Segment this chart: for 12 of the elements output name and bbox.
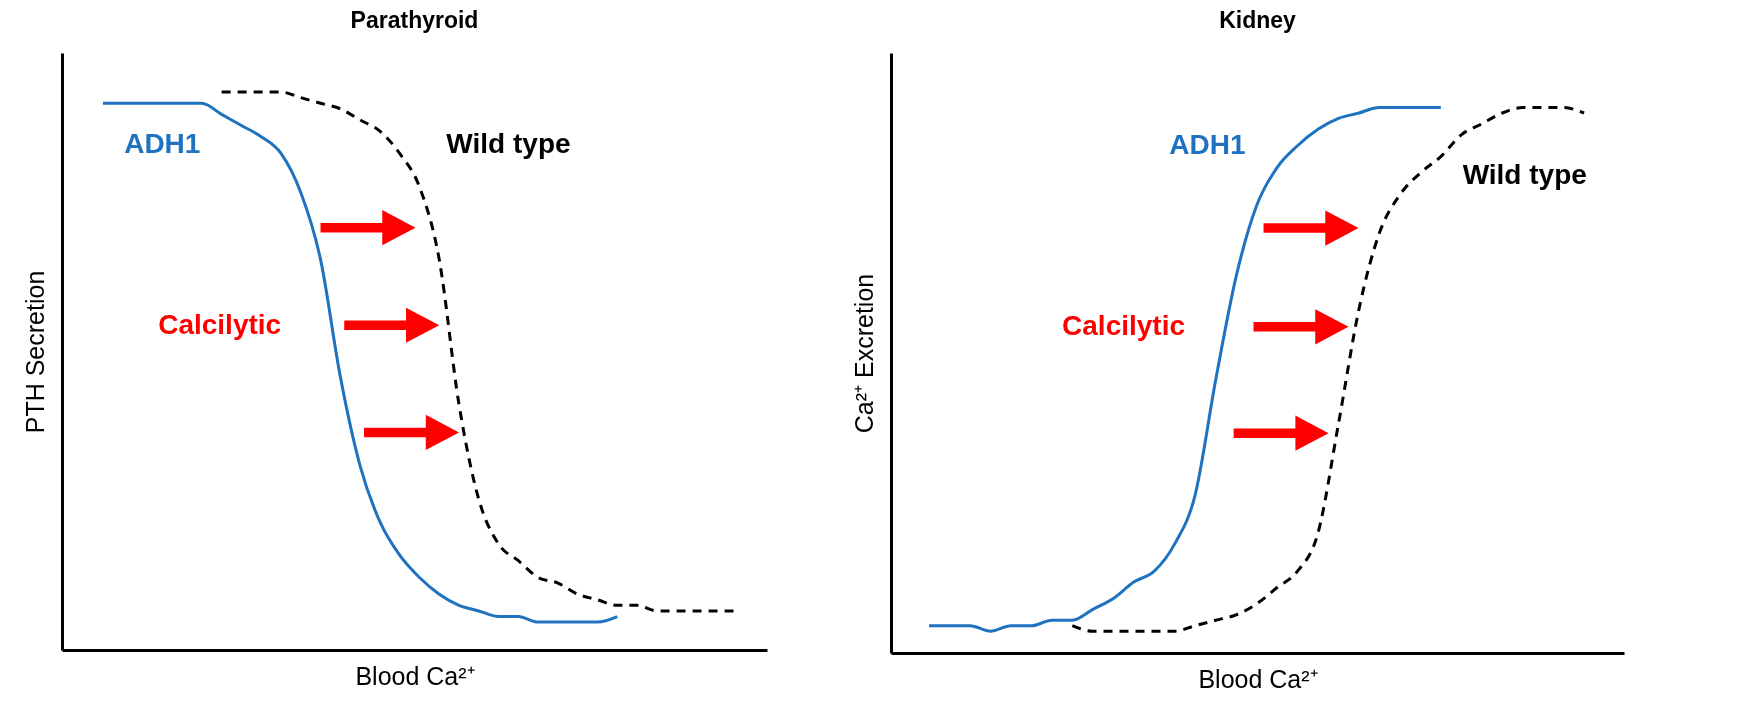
x-axis-title: Blood Ca²⁺ <box>1198 664 1318 693</box>
annotation: Calcilytic <box>1062 309 1186 341</box>
y-axis-title: PTH Secretion <box>20 270 49 434</box>
annotation: Calcilytic <box>158 309 282 341</box>
series-label: ADH1 <box>124 128 201 160</box>
y-axis-title: Ca²⁺ Excretion <box>849 273 878 434</box>
series-label: Wild type <box>446 128 571 160</box>
chart-title: Kidney <box>1219 7 1297 33</box>
series-label: ADH1 <box>1169 129 1246 161</box>
chart-title: Parathyroid <box>350 7 479 33</box>
x-axis-title: Blood Ca²⁺ <box>355 661 475 690</box>
series-label: Wild type <box>1462 158 1587 190</box>
